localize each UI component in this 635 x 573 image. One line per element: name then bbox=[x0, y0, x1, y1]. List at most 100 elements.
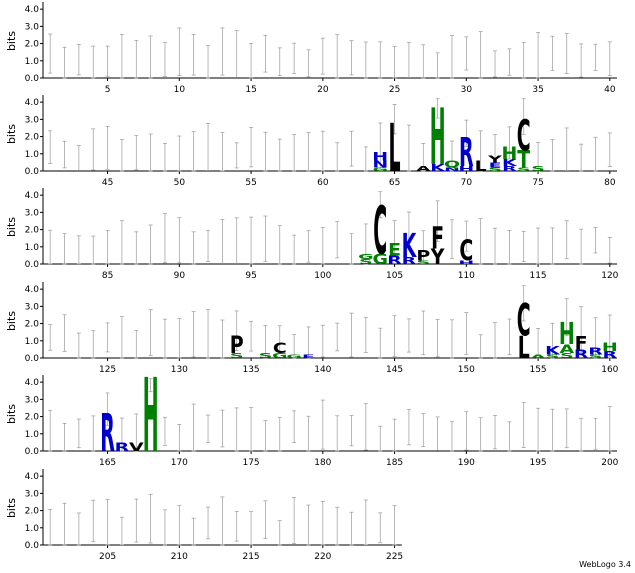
logo-letter-l: L bbox=[475, 157, 487, 174]
x-tick-label: 130 bbox=[171, 365, 188, 375]
y-tick-label: 2.0 bbox=[25, 413, 40, 423]
y-axis-label: bits bbox=[5, 217, 18, 237]
logo-letter-p: P bbox=[416, 247, 430, 264]
y-tick-label: 2.0 bbox=[25, 320, 40, 330]
logo-letter-c: C bbox=[373, 194, 387, 270]
x-tick-label: 175 bbox=[242, 458, 259, 468]
y-tick-label: 2.0 bbox=[25, 226, 40, 236]
logo-letter-s: S bbox=[531, 165, 545, 173]
y-tick-label: 0.0 bbox=[25, 260, 40, 270]
logo-letter-l: L bbox=[389, 111, 401, 187]
x-tick-label: 35 bbox=[532, 85, 543, 95]
y-tick-label: 0.0 bbox=[25, 541, 40, 551]
logo-letter-r: R bbox=[115, 440, 130, 454]
y-tick-label: 1.0 bbox=[25, 430, 40, 440]
logo-letter-p: P bbox=[230, 332, 244, 360]
y-tick-label: 4.0 bbox=[25, 378, 40, 388]
x-tick-label: 40 bbox=[604, 85, 616, 95]
x-tick-label: 75 bbox=[532, 178, 543, 188]
x-tick-label: 90 bbox=[174, 271, 186, 281]
x-tick-label: 185 bbox=[386, 458, 403, 468]
x-tick-label: 220 bbox=[314, 552, 331, 562]
y-axis-label: bits bbox=[5, 498, 18, 518]
x-tick-label: 170 bbox=[171, 458, 188, 468]
weblogo-credit: WebLogo 3.4 bbox=[579, 560, 631, 569]
y-axis-label: bits bbox=[5, 31, 18, 51]
logo-letter-f: F bbox=[575, 332, 588, 354]
logo-letter-h: H bbox=[559, 317, 575, 353]
logo-letter-e: E bbox=[302, 354, 315, 359]
y-tick-label: 0.0 bbox=[25, 447, 40, 457]
x-tick-label: 125 bbox=[99, 365, 116, 375]
y-tick-label: 3.0 bbox=[25, 115, 40, 125]
y-tick-label: 0.0 bbox=[25, 74, 40, 84]
logo-letter-e: E bbox=[388, 241, 401, 260]
logo-letter-a: A bbox=[531, 354, 546, 359]
x-tick-label: 225 bbox=[386, 552, 403, 562]
y-tick-label: 1.0 bbox=[25, 57, 40, 67]
logo-letter-h: H bbox=[372, 149, 388, 163]
y-axis-label: bits bbox=[5, 124, 18, 144]
logo-letter-h: H bbox=[602, 340, 618, 354]
y-tick-label: 1.0 bbox=[25, 524, 40, 534]
x-tick-label: 50 bbox=[174, 178, 186, 188]
x-tick-label: 145 bbox=[386, 365, 403, 375]
y-tick-label: 2.0 bbox=[25, 507, 40, 517]
y-tick-label: 4.0 bbox=[25, 98, 40, 108]
logo-letter-a: A bbox=[416, 165, 431, 173]
x-tick-label: 210 bbox=[171, 552, 188, 562]
x-tick-label: 195 bbox=[529, 458, 546, 468]
y-axis-label: bits bbox=[5, 404, 18, 424]
logo-letter-c: C bbox=[273, 339, 287, 356]
logo-letter-c: C bbox=[517, 112, 531, 161]
y-tick-label: 4.0 bbox=[25, 285, 40, 295]
y-tick-label: 1.0 bbox=[25, 150, 40, 160]
x-tick-label: 215 bbox=[242, 552, 259, 562]
x-tick-label: 55 bbox=[245, 178, 256, 188]
x-tick-label: 70 bbox=[461, 178, 473, 188]
y-tick-label: 4.0 bbox=[25, 5, 40, 15]
logo-letter-c: C bbox=[459, 235, 473, 268]
x-tick-label: 25 bbox=[389, 85, 400, 95]
x-tick-label: 85 bbox=[102, 271, 113, 281]
x-tick-label: 10 bbox=[174, 85, 186, 95]
y-tick-label: 2.0 bbox=[25, 40, 40, 50]
logo-letter-r: R bbox=[459, 130, 474, 176]
logo-letter-g: G bbox=[286, 354, 302, 359]
logo-letter-s: S bbox=[259, 352, 273, 360]
x-tick-label: 95 bbox=[245, 271, 256, 281]
y-tick-label: 0.0 bbox=[25, 354, 40, 364]
y-tick-label: 0.0 bbox=[25, 167, 40, 177]
x-tick-label: 60 bbox=[317, 178, 329, 188]
x-tick-label: 160 bbox=[601, 365, 618, 375]
y-tick-label: 3.0 bbox=[25, 302, 40, 312]
x-tick-label: 120 bbox=[601, 271, 618, 281]
x-tick-label: 110 bbox=[458, 271, 475, 281]
y-tick-label: 3.0 bbox=[25, 395, 40, 405]
y-tick-label: 1.0 bbox=[25, 243, 40, 253]
logo-letter-y: Y bbox=[487, 154, 502, 165]
logo-letter-h: H bbox=[143, 358, 159, 476]
x-tick-label: 45 bbox=[102, 178, 113, 188]
x-tick-label: 190 bbox=[458, 458, 475, 468]
y-tick-label: 3.0 bbox=[25, 22, 40, 32]
logo-letter-r: R bbox=[100, 405, 115, 465]
x-tick-label: 150 bbox=[458, 365, 475, 375]
y-tick-label: 3.0 bbox=[25, 489, 40, 499]
y-axis-label: bits bbox=[5, 311, 18, 331]
logo-letter-g: G bbox=[358, 253, 374, 261]
y-tick-label: 4.0 bbox=[25, 191, 40, 201]
x-tick-label: 140 bbox=[314, 365, 331, 375]
x-tick-label: 135 bbox=[242, 365, 259, 375]
x-tick-label: 115 bbox=[529, 271, 546, 281]
logo-letter-f: F bbox=[431, 221, 444, 257]
x-tick-label: 105 bbox=[386, 271, 403, 281]
logo-letter-k: K bbox=[402, 228, 417, 266]
y-tick-label: 2.0 bbox=[25, 133, 40, 143]
x-tick-label: 155 bbox=[529, 365, 546, 375]
logo-letter-c: C bbox=[517, 295, 531, 347]
y-tick-label: 1.0 bbox=[25, 337, 40, 347]
x-tick-label: 30 bbox=[461, 85, 473, 95]
logo-letter-h: H bbox=[501, 145, 517, 164]
x-tick-label: 5 bbox=[105, 85, 111, 95]
